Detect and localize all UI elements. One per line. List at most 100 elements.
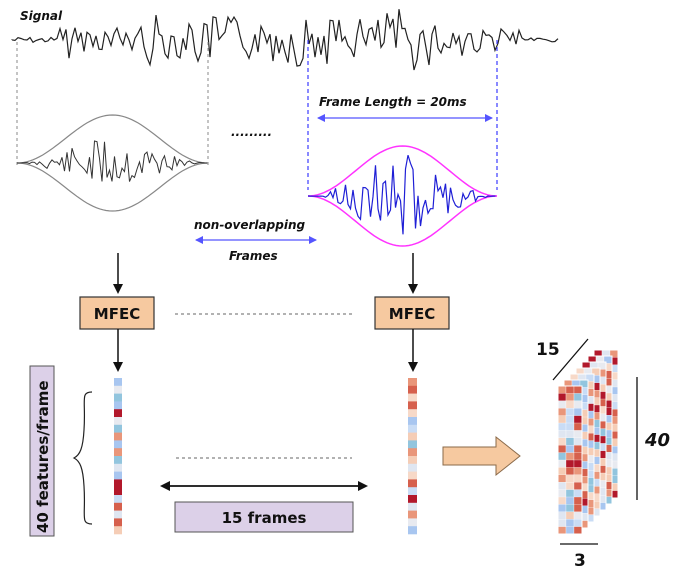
cube-cell	[573, 526, 583, 535]
cube-cell	[573, 489, 583, 498]
frame-length-label: Frame Length = 20ms	[319, 95, 467, 109]
left-feature-cell	[114, 385, 122, 394]
cube-cell	[557, 511, 567, 520]
cube-cell	[565, 393, 575, 402]
cube-cell	[557, 415, 567, 424]
cube-cell	[573, 519, 583, 528]
ellipsis-label: .........	[231, 125, 272, 139]
right-feature-cell	[408, 456, 417, 465]
cube-cell	[565, 385, 575, 394]
mfec-right-box: MFEC	[374, 296, 450, 330]
feature-cube-stack	[557, 349, 619, 535]
signal-label: Signal	[20, 9, 63, 23]
cube-cell	[557, 504, 567, 513]
cube-cell	[565, 496, 575, 505]
cube-cell	[573, 496, 583, 505]
cube-cell	[557, 482, 567, 491]
cube-cell	[565, 519, 575, 528]
cube-cell	[565, 422, 575, 431]
right-feature-cell	[408, 417, 417, 426]
left-feature-cell	[114, 526, 122, 535]
cube-cell	[565, 430, 575, 439]
cube-cell	[573, 459, 583, 468]
cube-cell	[573, 422, 583, 431]
right-feature-cell	[408, 502, 417, 511]
left-feature-cell	[114, 440, 122, 449]
cube-cell	[557, 489, 567, 498]
right-feature-cell	[408, 510, 417, 519]
cube-cell	[557, 459, 567, 468]
cube-cell	[573, 474, 583, 483]
right-feature-cell	[408, 518, 417, 527]
right-feature-cell	[408, 432, 417, 441]
right-feature-cell	[408, 487, 417, 496]
left-feature-cell	[114, 471, 122, 480]
stack-arrow	[442, 435, 521, 477]
cube-cell	[565, 415, 575, 424]
right-feature-cell	[408, 440, 417, 449]
non-overlapping-label: non-overlapping	[194, 218, 305, 232]
cube-cell	[557, 385, 567, 394]
cube-layer-outline	[557, 385, 583, 535]
cube-cell	[573, 482, 583, 491]
left-feature-cell	[114, 487, 122, 496]
right-feature-cell	[408, 409, 417, 418]
right-feature-cell	[408, 385, 417, 394]
frames-count-label: 15 frames	[222, 509, 307, 527]
right-feature-cell	[408, 401, 417, 410]
cube-cell	[573, 511, 583, 520]
cube-cell	[565, 467, 575, 476]
cube-cell	[565, 474, 575, 483]
cube-height-label: 40	[644, 430, 670, 451]
mfec-right-label: MFEC	[389, 305, 435, 323]
right-feature-cell	[408, 495, 417, 504]
left-feature-cell	[114, 424, 122, 433]
cube-cell	[557, 437, 567, 446]
cube-cell	[565, 445, 575, 454]
right-feature-cell	[408, 393, 417, 402]
left-feature-cell	[114, 502, 122, 511]
cube-cell	[565, 489, 575, 498]
cube-cell	[573, 437, 583, 446]
left-feature-cell	[114, 409, 122, 418]
cube-cell	[557, 452, 567, 461]
cube-cell	[565, 408, 575, 417]
features-label-box: 40 features/frame	[29, 365, 55, 537]
cube-cell	[573, 452, 583, 461]
cube-cell	[557, 467, 567, 476]
cube-cell	[565, 511, 575, 520]
right-feature-cell	[408, 448, 417, 457]
left-feature-cell	[114, 495, 122, 504]
cube-cell	[565, 459, 575, 468]
right-feature-cell	[408, 526, 417, 535]
left-feature-column	[114, 378, 122, 535]
cube-depth-label: 15	[536, 340, 560, 360]
signal-waveform	[11, 9, 559, 71]
cube-cell	[557, 400, 567, 409]
cube-cell	[557, 526, 567, 535]
cube-cell	[557, 445, 567, 454]
frames-count-box: 15 frames	[174, 501, 354, 533]
cube-cell	[573, 385, 583, 394]
cube-cell	[557, 408, 567, 417]
right-frame-guides	[307, 40, 498, 190]
cube-cell	[573, 430, 583, 439]
left-feature-cell	[114, 393, 122, 402]
left-feature-cell	[114, 510, 122, 519]
left-feature-cell	[114, 432, 122, 441]
cube-cell	[573, 408, 583, 417]
cube-cell	[557, 430, 567, 439]
left-feature-cell	[114, 378, 122, 387]
cube-cell	[565, 482, 575, 491]
cube-width-label: 3	[574, 551, 586, 571]
left-feature-cell	[114, 417, 122, 426]
right-feature-column	[408, 378, 417, 535]
cube-cell	[557, 393, 567, 402]
frames-label: Frames	[229, 249, 278, 263]
left-feature-cell	[114, 479, 122, 488]
cube-cell	[557, 496, 567, 505]
cube-cell	[565, 526, 575, 535]
left-feature-cell	[114, 448, 122, 457]
